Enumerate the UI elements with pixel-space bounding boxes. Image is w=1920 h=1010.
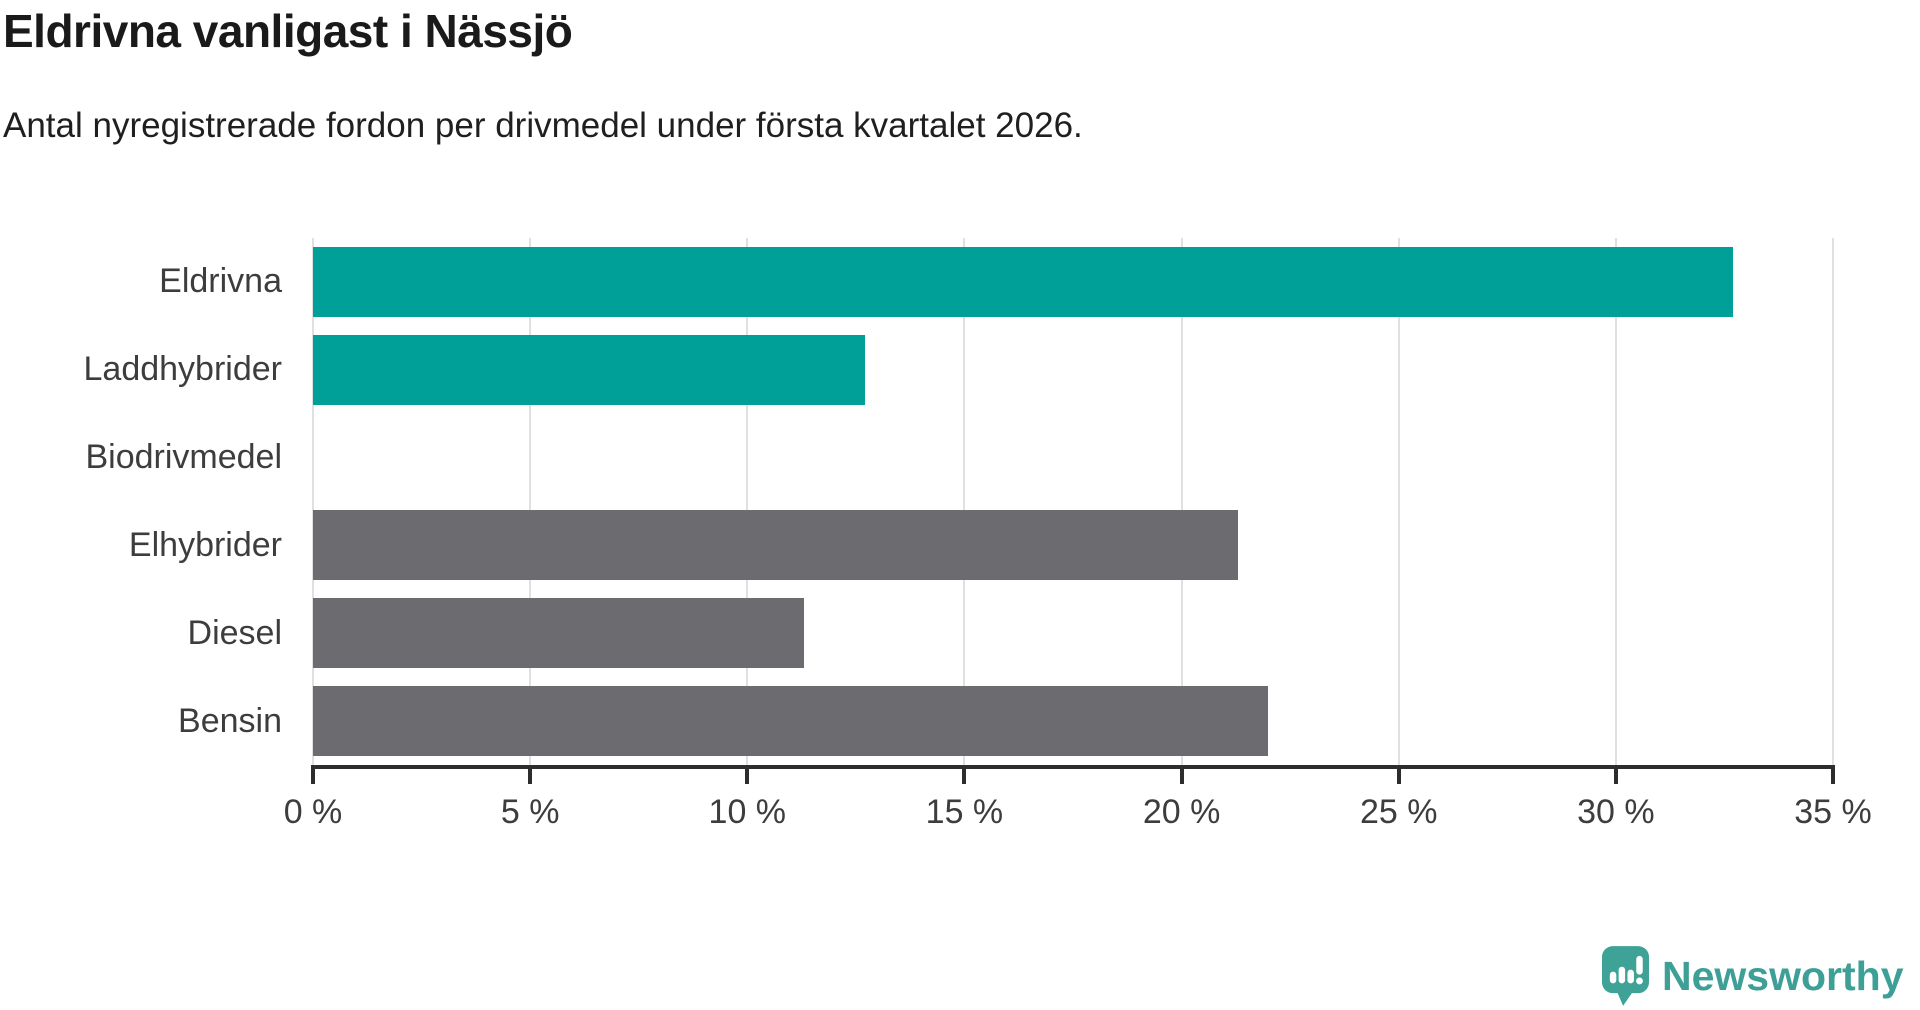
gridline-10 (746, 238, 749, 765)
x-tick-label-0: 0 % (283, 793, 343, 831)
gridline-5 (529, 238, 532, 765)
category-label-diesel: Diesel (187, 613, 282, 652)
category-label-eldrivna: Eldrivna (159, 262, 282, 301)
gridline-35 (1832, 238, 1834, 765)
x-tick-label-20: 20 % (1142, 793, 1221, 831)
x-tick-label-10: 10 % (708, 793, 787, 831)
x-tick-30 (1613, 769, 1618, 784)
x-tick-5 (528, 769, 533, 784)
x-tick-label-15: 15 % (925, 793, 1004, 831)
x-tick-label-25: 25 % (1359, 793, 1438, 831)
bar-diesel (313, 598, 804, 669)
newsworthy-wordmark: Newsworthy (1662, 952, 1904, 999)
x-tick-10 (745, 769, 750, 784)
x-tick-15 (962, 769, 967, 784)
chart-title: Eldrivna vanligast i Nässjö (3, 5, 573, 57)
gridline-30 (1614, 238, 1617, 765)
bar-laddhybrider (313, 334, 865, 405)
x-tick-label-30: 30 % (1577, 793, 1655, 831)
category-label-biodrivmedel: Biodrivmedel (85, 438, 282, 477)
gridline-20 (1180, 238, 1183, 765)
x-axis-line (311, 765, 1835, 769)
bar-bensin (313, 686, 1269, 757)
category-label-elhybrider: Elhybrider (128, 525, 282, 564)
gridline-15 (963, 238, 966, 765)
newsworthy-speech-bubble-chart-icon (1602, 946, 1649, 1006)
gridline-0 (312, 238, 314, 765)
x-tick-label-5: 5 % (500, 793, 560, 831)
category-label-laddhybrider: Laddhybrider (83, 350, 282, 389)
bar-eldrivna (313, 246, 1734, 317)
newsworthy-logo: Newsworthy (1602, 946, 1904, 1006)
gridline-25 (1397, 238, 1400, 765)
x-tick-label-35: 35 % (1794, 793, 1872, 831)
x-tick-0 (311, 769, 315, 784)
bar-elhybrider (313, 510, 1239, 581)
category-label-bensin: Bensin (178, 701, 282, 740)
x-tick-25 (1396, 769, 1401, 784)
x-tick-20 (1179, 769, 1184, 784)
chart-subtitle: Antal nyregistrerade fordon per drivmede… (3, 106, 1083, 145)
x-tick-35 (1831, 769, 1835, 784)
